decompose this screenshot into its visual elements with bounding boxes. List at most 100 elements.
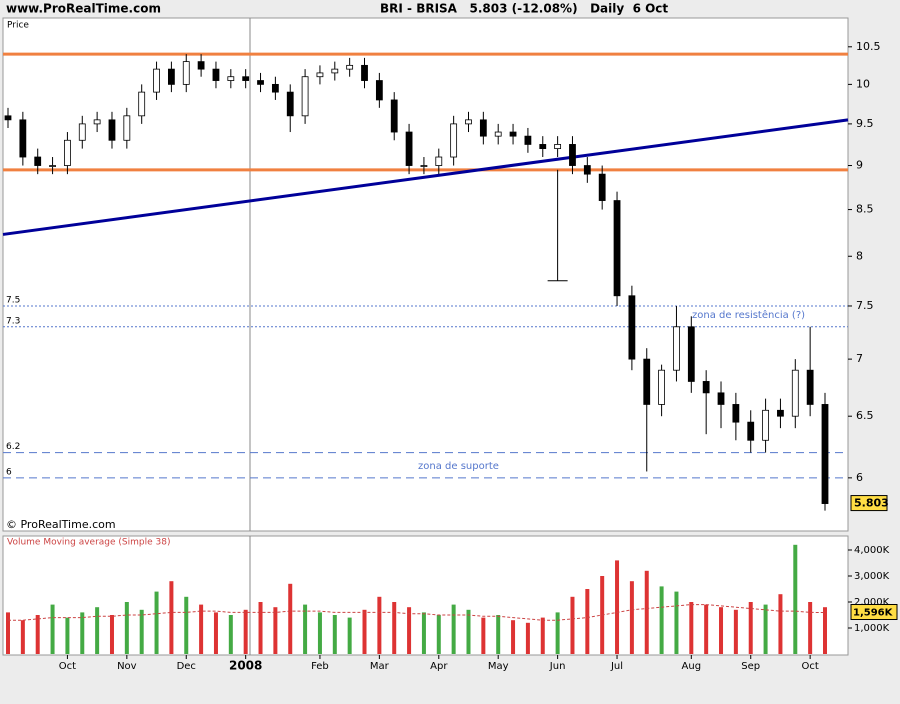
y-tick-label: 9.5 — [856, 117, 874, 130]
candle-body — [375, 80, 383, 101]
volume-bar — [273, 607, 278, 654]
volume-bar — [228, 615, 233, 654]
y-tick-label: 10 — [856, 77, 870, 90]
volume-bar — [555, 612, 560, 654]
candle-body — [687, 326, 695, 382]
volume-bar — [733, 609, 738, 654]
candle-body — [153, 68, 160, 93]
candle-body — [465, 119, 472, 125]
candle-body — [64, 139, 71, 166]
volume-bar — [109, 615, 114, 654]
volume-bar — [199, 604, 204, 654]
candle-body — [361, 64, 368, 81]
volume-bar — [659, 586, 664, 654]
level-label: 7.3 — [6, 316, 20, 326]
candle-body — [539, 144, 547, 150]
copyright: © ProRealTime.com — [6, 518, 116, 531]
x-tick-label: Aug — [682, 661, 702, 672]
volume-bar — [332, 615, 337, 654]
candle-body — [242, 76, 250, 81]
candle-body — [791, 369, 799, 417]
candle-body — [197, 61, 205, 70]
x-tick-label: Apr — [430, 661, 448, 672]
ma-box — [850, 604, 898, 621]
volume-bar — [436, 615, 441, 654]
title: BRI - BRISA 5.803 (-12.08%) Daily 6 Oct — [380, 2, 668, 16]
price-current: 5.803 — [854, 497, 889, 510]
candle-body — [673, 326, 680, 371]
x-tick-label: Oct — [801, 661, 818, 672]
volume-bar — [184, 596, 189, 654]
y-tick-label: 7.5 — [856, 299, 874, 312]
annotation: zona de suporte — [418, 461, 499, 472]
volume-bar — [481, 617, 486, 654]
volume-bar — [540, 617, 545, 654]
volume-bar — [704, 604, 709, 654]
candle-body — [717, 392, 725, 405]
candle-body — [777, 409, 784, 417]
ma-current: 1,596K — [853, 608, 894, 619]
volume-bar — [95, 607, 100, 654]
candle-body — [227, 76, 235, 81]
volume-bar — [35, 615, 40, 654]
volume-ma — [8, 604, 826, 621]
candle-body — [762, 409, 769, 441]
volume-bar — [808, 602, 813, 654]
candle-body — [643, 358, 651, 405]
volume-bar — [20, 620, 25, 654]
volume-bar — [50, 604, 55, 654]
volume-bar — [80, 612, 85, 654]
volume-bar — [421, 612, 426, 654]
y-tick-label: 10.5 — [856, 40, 881, 53]
y-tick-label: 6.5 — [856, 409, 874, 422]
candle-body — [301, 76, 309, 117]
y-tick-label: 4,000K — [854, 545, 890, 556]
candle-body — [34, 156, 42, 166]
candle-body — [509, 131, 517, 137]
volume-bar — [65, 617, 70, 654]
candle-body — [569, 144, 576, 166]
candle-body — [286, 91, 294, 117]
candle-body — [78, 123, 86, 141]
price-panel — [2, 17, 849, 532]
candle-body — [405, 131, 413, 166]
candle-body — [658, 369, 665, 405]
candle-body — [390, 99, 398, 133]
volume-bar — [823, 607, 827, 654]
volume-title: Volume Moving average (Simple 38) — [7, 538, 170, 548]
volume-bar — [169, 581, 174, 654]
y-tick-label: 8 — [856, 249, 863, 262]
volume-bar — [763, 604, 768, 654]
candle-body — [49, 165, 56, 167]
x-tick-label: Dec — [177, 661, 196, 672]
x-tick-label: Jun — [549, 661, 566, 672]
volume-bar — [689, 602, 694, 654]
trendline — [2, 118, 849, 236]
volume-bar — [674, 591, 679, 654]
site: www.ProRealTime.com — [6, 2, 161, 16]
volume-bar — [451, 604, 456, 654]
y-tick-label: 1,000K — [854, 623, 890, 634]
volume-bar — [466, 609, 471, 654]
volume-bar — [362, 609, 367, 654]
candle-body — [524, 135, 532, 145]
price-box — [850, 495, 888, 512]
candle-body — [316, 72, 324, 78]
x-tick-label: 2008 — [229, 659, 262, 673]
candle-body — [331, 68, 339, 74]
candle-body — [821, 404, 829, 504]
volume-bar — [317, 612, 322, 654]
x-tick-label: Oct — [59, 661, 76, 672]
volume-bar — [629, 581, 634, 654]
candle-body — [257, 80, 264, 85]
x-tick-label: May — [488, 661, 509, 672]
volume-bar — [392, 602, 397, 654]
volume-bar — [139, 609, 144, 654]
level-label: 6 — [6, 467, 12, 477]
volume-bar — [719, 607, 724, 654]
volume-bar — [585, 589, 590, 654]
volume-bar — [303, 604, 308, 654]
volume-bar — [496, 615, 501, 654]
candle-body — [346, 64, 354, 70]
